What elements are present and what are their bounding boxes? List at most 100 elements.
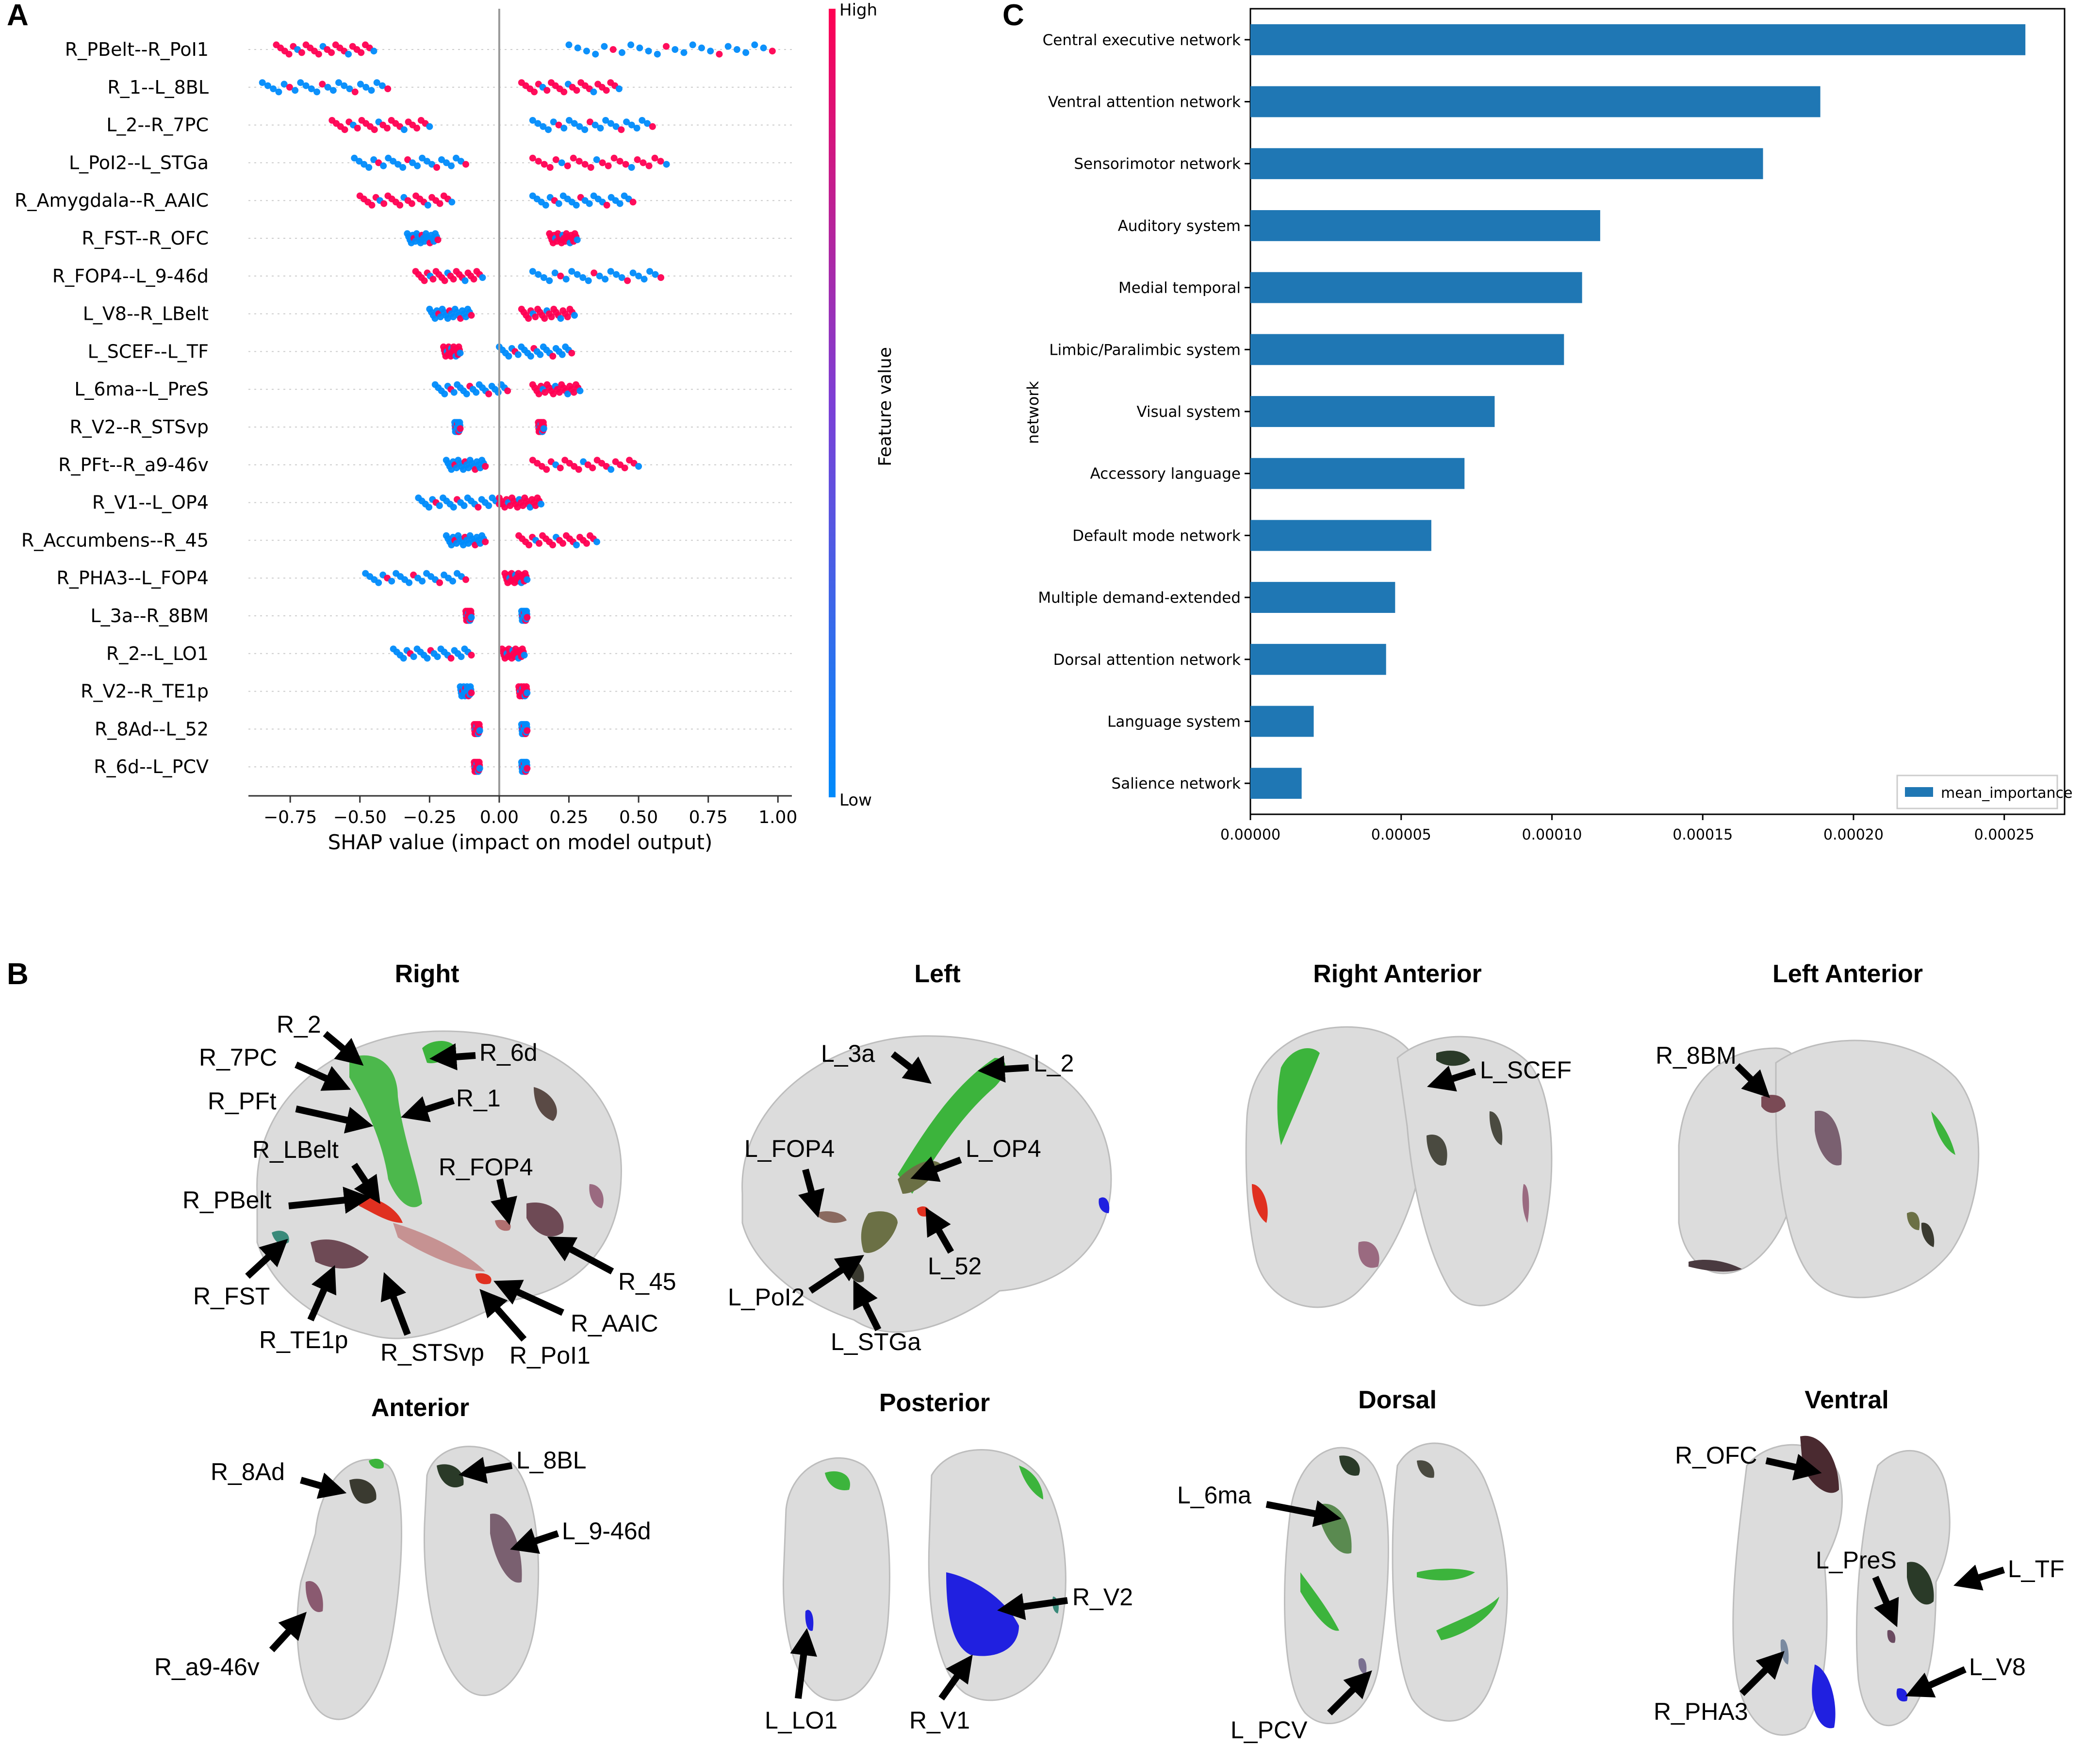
shap-point (476, 727, 483, 734)
shap-point (566, 117, 573, 124)
category-label: Salience network (1112, 775, 1241, 792)
shap-point (562, 276, 570, 283)
shap-point (613, 271, 620, 278)
shap-point (540, 123, 547, 130)
shap-point (555, 200, 562, 207)
label-r-fop4: R_FOP4 (439, 1154, 533, 1181)
label-r-pft: R_PFt (208, 1088, 277, 1115)
label-r-1: R_1 (456, 1085, 501, 1112)
shap-point (436, 200, 443, 207)
shap-point (315, 50, 322, 58)
shap-point (560, 125, 568, 132)
shap-point (468, 689, 475, 696)
shap-point (458, 158, 465, 165)
category-label: Auditory system (1118, 217, 1241, 235)
shap-point (437, 313, 444, 320)
shap-point (707, 48, 714, 55)
shap-point (399, 164, 407, 171)
shap-point (568, 349, 575, 357)
shap-point (357, 81, 364, 88)
label-l-52: L_52 (928, 1253, 982, 1280)
label-r-v2: R_V2 (1072, 1583, 1133, 1611)
shap-point (462, 313, 470, 320)
shap-point (431, 315, 439, 322)
shap-point (345, 50, 352, 58)
shap-point (624, 277, 631, 284)
label-r-lbelt: R_LBelt (252, 1136, 339, 1163)
shap-point (541, 315, 548, 322)
shap-point (468, 614, 475, 621)
shap-point (434, 653, 441, 660)
x-tick-label: −0.75 (263, 808, 317, 827)
shap-point (527, 353, 534, 360)
shap-point (551, 269, 558, 277)
category-label: Medial temporal (1118, 280, 1241, 297)
shap-point (536, 540, 543, 547)
category-label: Language system (1107, 713, 1241, 730)
shap-point (328, 49, 335, 56)
shap-point (558, 159, 565, 166)
shap-point (579, 274, 587, 281)
label-l-op4: L_OP4 (966, 1135, 1041, 1162)
shap-point (524, 576, 531, 583)
shap-point (546, 164, 554, 171)
shap-point (607, 120, 614, 127)
shap-point (485, 502, 492, 509)
shap-point (286, 83, 293, 91)
shap-point (421, 277, 428, 284)
shap-point (550, 118, 557, 126)
shap-point (733, 46, 740, 53)
shap-point (564, 162, 571, 169)
shap-point (610, 154, 618, 162)
shap-point (335, 79, 343, 86)
shap-point (535, 271, 542, 278)
label-l-2: L_2 (1034, 1050, 1074, 1077)
brain-posterior (782, 1449, 1066, 1701)
shap-point (375, 579, 382, 586)
view-title-right: Right (395, 960, 459, 988)
shap-point (443, 159, 450, 166)
shap-point (444, 315, 451, 322)
shap-point (380, 162, 387, 169)
shap-point (542, 201, 549, 209)
shap-point (623, 118, 630, 126)
x-tick-label: −0.50 (333, 808, 387, 827)
shap-point (275, 88, 282, 96)
shap-point (603, 201, 610, 209)
brain-right-anterior (1245, 1026, 1553, 1308)
colorbar-high-label: High (839, 0, 877, 20)
shap-point (385, 154, 392, 162)
shap-point (597, 125, 604, 132)
shap-point (605, 162, 612, 169)
shap-point (545, 126, 552, 133)
shap-point (436, 502, 443, 509)
shap-point (570, 154, 577, 162)
legend-label: mean_importance (1941, 785, 2072, 802)
shap-point (494, 389, 502, 396)
shap-point (457, 425, 464, 432)
category-label: Multiple demand-extended (1038, 589, 1241, 607)
view-title-left: Left (914, 960, 960, 988)
shap-point (615, 85, 623, 92)
shap-point (414, 162, 421, 169)
shap-point (341, 82, 348, 89)
shap-point (514, 504, 521, 511)
bar (1250, 272, 1582, 303)
shap-point (507, 502, 514, 509)
shap-point (618, 49, 625, 56)
shap-point (524, 689, 531, 696)
x-tick-label: 0.00 (480, 808, 519, 827)
shap-point (356, 158, 363, 165)
shap-point (519, 502, 526, 509)
shap-point (404, 156, 411, 163)
shap-point (448, 198, 456, 206)
shap-point (635, 272, 642, 280)
shap-point (529, 117, 536, 124)
label-r-poi1: R_PoI1 (509, 1342, 591, 1369)
shap-point (292, 87, 299, 94)
label-l-9-46d: L_9-46d (562, 1517, 651, 1545)
bar (1250, 396, 1495, 427)
shap-point (319, 81, 326, 88)
shap-point (663, 43, 670, 50)
brain-ventral (1732, 1435, 1951, 1736)
